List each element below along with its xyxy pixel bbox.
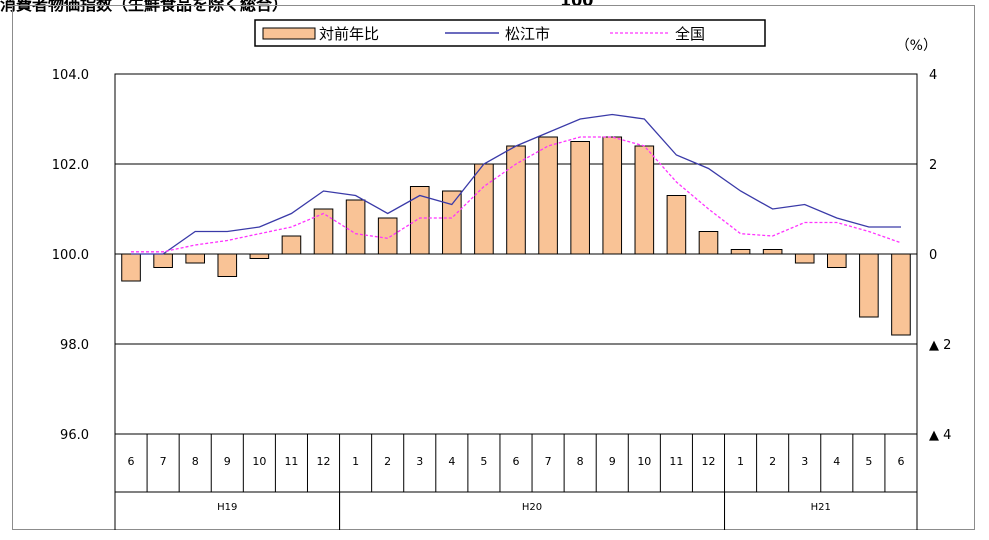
month-label: 3	[416, 455, 423, 468]
month-label: 10	[637, 455, 651, 468]
legend-swatch-bar	[262, 27, 316, 40]
series-line-national	[131, 136, 902, 253]
bar	[345, 199, 366, 255]
bar	[538, 136, 558, 255]
month-label: 5	[480, 455, 487, 468]
month-label: 7	[545, 455, 552, 468]
month-label: 6	[513, 455, 520, 468]
right-axis-tick-label: ▲ 4	[929, 428, 951, 443]
right-axis-tick-label: 2	[929, 158, 937, 173]
year-label: H19	[217, 502, 237, 513]
month-label: 11	[284, 455, 298, 468]
legend	[254, 19, 766, 47]
month-label: 9	[609, 455, 616, 468]
left-axis-tick-label: 102.0	[52, 158, 89, 173]
month-label: 1	[737, 455, 744, 468]
month-label: 6	[897, 455, 904, 468]
month-label: 8	[577, 455, 584, 468]
left-axis-tick-label: 96.0	[60, 428, 89, 443]
month-label: 12	[317, 455, 331, 468]
bar	[730, 249, 751, 255]
month-label: 2	[384, 455, 391, 468]
bar	[762, 249, 783, 255]
bar	[826, 253, 847, 268]
month-label: 10	[252, 455, 266, 468]
month-label: 5	[865, 455, 872, 468]
month-label: 11	[669, 455, 683, 468]
chart-title: 消費者物価指数（生鮮食品を除く総合）	[0, 0, 289, 14]
unit-label: （%）	[896, 38, 937, 54]
month-label: 4	[833, 455, 840, 468]
month-label: 9	[224, 455, 231, 468]
bar	[442, 190, 462, 255]
bar	[891, 253, 911, 336]
month-label: 2	[769, 455, 776, 468]
bar	[634, 145, 655, 255]
right-axis-tick-label: 0	[929, 248, 937, 263]
left-axis-tick-label: 104.0	[52, 68, 89, 83]
legend-label-bar: 対前年比	[319, 25, 379, 43]
month-label: 3	[801, 455, 808, 468]
bar	[794, 253, 815, 264]
month-label: 4	[448, 455, 455, 468]
month-label: 12	[701, 455, 715, 468]
bar	[217, 253, 238, 277]
legend-label-matsue: 松江市	[505, 25, 550, 43]
bar	[666, 195, 687, 255]
month-label: 7	[160, 455, 167, 468]
bar	[121, 253, 141, 282]
bar	[153, 253, 173, 268]
bar	[281, 235, 302, 255]
month-label: 8	[192, 455, 199, 468]
bar	[698, 231, 719, 255]
bar	[602, 136, 623, 255]
bar	[506, 145, 526, 255]
bar	[313, 208, 334, 255]
bar	[249, 253, 270, 259]
right-axis-tick-label: ▲ 2	[929, 338, 951, 353]
bar	[474, 163, 494, 255]
bar	[377, 217, 398, 255]
left-axis-tick-label: 100.0	[52, 248, 89, 263]
left-axis-tick-label: 98.0	[60, 338, 89, 353]
series-line-matsue	[131, 113, 901, 255]
bar	[859, 253, 879, 318]
year-label: H21	[811, 502, 831, 513]
bar	[185, 253, 206, 264]
year-label: H20	[522, 502, 542, 513]
month-label: 6	[128, 455, 135, 468]
month-label: 1	[352, 455, 359, 468]
right-axis-tick-label: 4	[929, 68, 937, 83]
bar	[570, 141, 590, 255]
legend-label-national: 全国	[675, 25, 705, 43]
chart-frame	[12, 5, 975, 530]
bar	[409, 186, 430, 255]
